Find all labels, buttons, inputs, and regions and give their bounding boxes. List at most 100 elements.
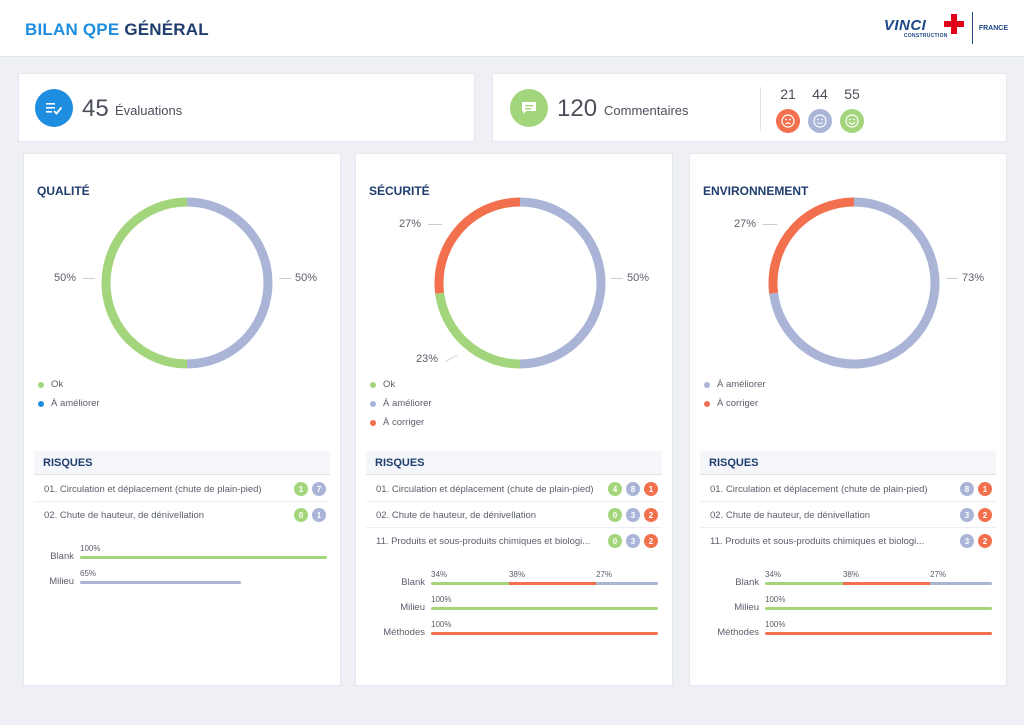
count-badge-ameliorer: 3 <box>960 534 974 548</box>
legend-item-ok[interactable]: Ok <box>38 379 63 390</box>
legend-item-corriger[interactable]: À corriger <box>704 398 758 409</box>
count-badge-ok: 0 <box>608 508 622 522</box>
vinci-logo-sub: CONSTRUCTION <box>903 33 948 39</box>
bar-value: 38% <box>842 570 859 579</box>
legend-label: À améliorer <box>717 379 766 390</box>
risk-badges: 0 3 2 <box>604 508 658 522</box>
pct-leader-right <box>279 278 291 279</box>
donut-slice--am-liorer[interactable] <box>519 197 606 369</box>
count-badge-corriger: 2 <box>978 534 992 548</box>
risk-text: 11. Produits et sous-produits chimiques … <box>710 536 925 547</box>
donut-chart <box>434 197 606 369</box>
bar-segment[interactable] <box>596 582 658 585</box>
panel-securite: SÉCURITÉ 27% 50% 23% Ok À améliorer À co… <box>355 153 673 686</box>
legend-label: Ok <box>383 379 396 390</box>
pct-label-topleft: 27% <box>734 218 757 230</box>
vinci-logo-word: VINCI <box>883 17 927 34</box>
bar-track <box>80 581 241 584</box>
page-title: BILAN QPE GÉNÉRAL <box>25 20 209 40</box>
risk-row[interactable]: 01. Circulation et déplacement (chute de… <box>34 476 330 502</box>
bar-segment[interactable] <box>508 582 597 585</box>
bar-value: 100% <box>80 544 101 553</box>
legend-item-ameliorer[interactable]: À améliorer <box>704 379 766 390</box>
donut-slice-ok[interactable] <box>101 197 188 369</box>
donut-slice--corriger[interactable] <box>434 197 521 294</box>
bar-segment[interactable] <box>80 581 241 584</box>
bar-segment[interactable] <box>431 607 658 610</box>
bar-segment[interactable] <box>765 607 992 610</box>
bar-track <box>765 607 992 610</box>
legend-dot <box>38 400 44 407</box>
bar-value: 34% <box>765 570 782 579</box>
risk-row[interactable]: 02. Chute de hauteur, de dénivellation 0… <box>34 502 330 528</box>
legend-dot <box>38 381 44 388</box>
pct-label-right: 50% <box>295 272 318 284</box>
bar-segment[interactable] <box>765 582 843 585</box>
risk-badges: 4 8 1 <box>604 482 658 496</box>
bar-label: Blank <box>735 577 759 588</box>
bar-segment[interactable] <box>765 632 992 635</box>
count-badge-ameliorer: 3 <box>626 508 640 522</box>
page-title-part1: BILAN QPE <box>25 20 120 39</box>
risk-row[interactable]: 01. Circulation et déplacement (chute de… <box>700 476 996 502</box>
bar-segment[interactable] <box>930 582 992 585</box>
legend-label: À corriger <box>717 398 759 409</box>
pct-label-bottomleft: 23% <box>416 353 439 365</box>
risk-row[interactable]: 02. Chute de hauteur, de dénivellation 3… <box>700 502 996 528</box>
risk-text: 02. Chute de hauteur, de dénivellation <box>376 510 537 521</box>
risk-row[interactable]: 11. Produits et sous-produits chimiques … <box>366 528 662 554</box>
risk-row[interactable]: 02. Chute de hauteur, de dénivellation 0… <box>366 502 662 528</box>
legend-item-ameliorer[interactable]: À améliorer <box>370 398 432 409</box>
panel-environnement: ENVIRONNEMENT 27% 73% À améliorer À corr… <box>689 153 1007 686</box>
donut-chart <box>101 197 273 369</box>
bar-label: Méthodes <box>383 627 425 638</box>
bar-value: 38% <box>508 570 525 579</box>
legend-item-ok[interactable]: Ok <box>370 379 395 390</box>
legend-item-ameliorer[interactable]: À améliorer <box>38 398 100 409</box>
risks-title: RISQUES <box>709 457 759 469</box>
legend-dot <box>704 381 710 388</box>
bar-segment[interactable] <box>431 632 658 635</box>
pct-leader-right <box>946 278 958 279</box>
pct-label-right: 73% <box>962 272 985 284</box>
risk-badges: 3 2 <box>956 508 992 522</box>
panel-title: QUALITÉ <box>37 184 90 198</box>
comments-card[interactable]: 120 Commentaires 21 44 55 <box>492 73 1007 142</box>
bar-value: 34% <box>431 570 448 579</box>
risks-header: RISQUES <box>34 451 330 475</box>
neutral-count: 44 <box>812 86 828 102</box>
happy-face-icon <box>840 109 864 133</box>
bar-segment[interactable] <box>431 582 509 585</box>
donut-slice-ok[interactable] <box>435 292 521 369</box>
risk-badges: 0 1 <box>290 508 326 522</box>
risk-row[interactable]: 01. Circulation et déplacement (chute de… <box>366 476 662 502</box>
bar-track <box>431 582 658 585</box>
count-badge-ameliorer: 1 <box>312 508 326 522</box>
donut-slice--corriger[interactable] <box>768 197 855 294</box>
bar-value: 100% <box>431 620 452 629</box>
legend-label: À améliorer <box>383 398 432 409</box>
bar-label: Milieu <box>49 576 74 587</box>
comments-label: Commentaires <box>604 103 689 118</box>
bar-track <box>431 632 658 635</box>
risk-badges: 0 3 2 <box>604 534 658 548</box>
bar-label: Méthodes <box>717 627 759 638</box>
legend-item-corriger[interactable]: À corriger <box>370 417 424 428</box>
risk-badges: 1 7 <box>290 482 326 496</box>
bar-track <box>765 632 992 635</box>
legend-label: À améliorer <box>51 398 100 409</box>
evaluations-card[interactable]: 45 Évaluations <box>18 73 475 142</box>
risk-badges: 3 2 <box>956 534 992 548</box>
vinci-logo-mark: VINCI CONSTRUCTION <box>884 14 966 42</box>
mood-divider <box>760 87 761 131</box>
bar-label: Blank <box>401 577 425 588</box>
donut-slice--am-liorer[interactable] <box>769 197 940 369</box>
risk-row[interactable]: 11. Produits et sous-produits chimiques … <box>700 528 996 554</box>
bar-segment[interactable] <box>842 582 931 585</box>
pct-label-left: 50% <box>54 272 77 284</box>
donut-slice--am-liorer[interactable] <box>186 197 273 369</box>
bar-segment[interactable] <box>80 556 327 559</box>
legend-label: À corriger <box>383 417 425 428</box>
vinci-logo-country: FRANCE <box>978 24 1008 32</box>
count-badge-ameliorer: 3 <box>960 508 974 522</box>
